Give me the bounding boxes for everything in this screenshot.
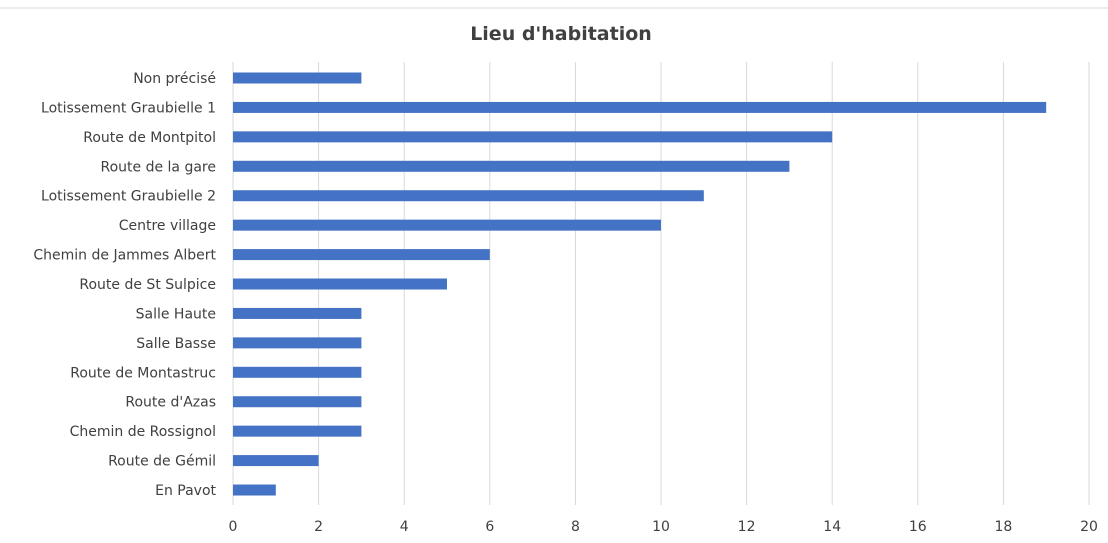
category-label: En Pavot: [155, 483, 216, 499]
x-tick-label: 18: [994, 519, 1012, 535]
bar: [233, 72, 362, 84]
category-labels: Non précisé Lotissement Graubielle 1 Route…: [33, 71, 216, 499]
x-tick-label: 2: [314, 519, 323, 535]
bar: [233, 484, 276, 496]
category-label: Route de St Sulpice: [79, 277, 216, 293]
x-tick-label: 8: [571, 519, 580, 535]
category-label: Chemin de Rossignol: [70, 424, 216, 440]
bar: [233, 337, 362, 349]
x-tick-label: 0: [229, 519, 238, 535]
chart-title: Lieu d'habitation: [470, 23, 652, 45]
bar: [233, 366, 362, 378]
bar: [233, 101, 1047, 113]
x-axis-tick-labels: 0 2 4 6 8 10 12 14 16 18 20: [229, 519, 1098, 535]
x-tick-label: 10: [652, 519, 670, 535]
category-label: Salle Haute: [136, 306, 216, 322]
bar: [233, 396, 362, 408]
bar: [233, 160, 790, 172]
category-label: Lotissement Graubielle 2: [41, 189, 216, 205]
x-tick-label: 4: [400, 519, 409, 535]
bar: [233, 249, 490, 261]
category-label: Route de la gare: [101, 159, 217, 175]
x-tick-label: 6: [485, 519, 494, 535]
x-tick-label: 20: [1080, 519, 1098, 535]
category-label: Non précisé: [133, 71, 216, 87]
bar: [233, 278, 447, 290]
bars: [233, 72, 1047, 496]
bar: [233, 455, 319, 467]
x-tick-label: 16: [909, 519, 927, 535]
bar: [233, 131, 833, 143]
category-label: Chemin de Jammes Albert: [33, 248, 216, 264]
category-label: Lotissement Graubielle 1: [41, 100, 216, 116]
x-tick-label: 12: [738, 519, 756, 535]
x-tick-label: 14: [823, 519, 841, 535]
bar: [233, 219, 661, 231]
category-label: Route d'Azas: [125, 395, 216, 411]
bar: [233, 190, 704, 202]
category-label: Centre village: [119, 218, 216, 234]
category-label: Salle Basse: [136, 336, 216, 352]
bar: [233, 425, 362, 437]
category-label: Route de Gémil: [108, 454, 216, 470]
category-label: Route de Montastruc: [70, 365, 216, 381]
category-label: Route de Montpitol: [83, 130, 216, 146]
bar: [233, 307, 362, 319]
